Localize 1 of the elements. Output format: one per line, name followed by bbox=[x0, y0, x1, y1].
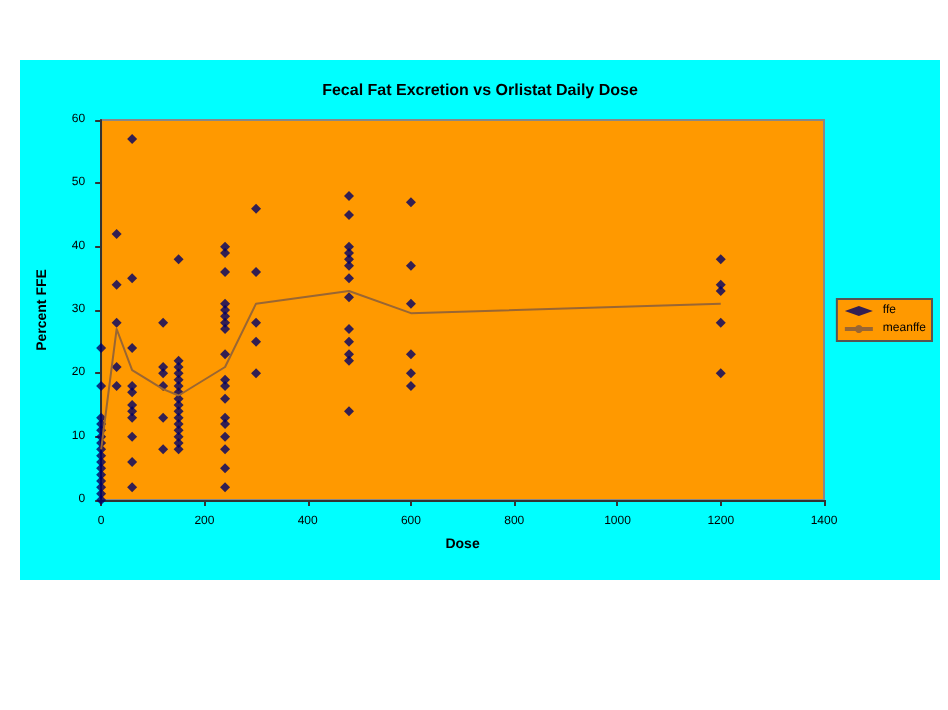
chart-title: Fecal Fat Excretion vs Orlistat Daily Dose bbox=[322, 81, 639, 99]
